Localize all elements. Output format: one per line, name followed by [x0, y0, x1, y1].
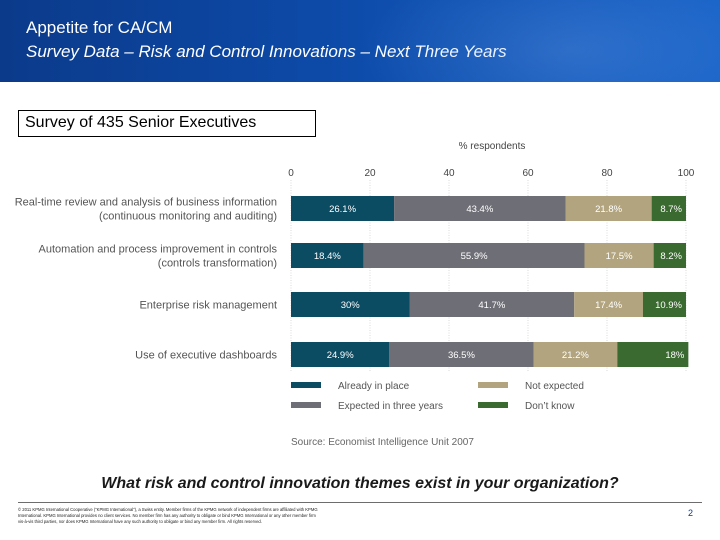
legend-label: Expected in three years — [338, 401, 443, 412]
survey-label-box: Survey of 435 Senior Executives — [18, 110, 316, 137]
x-tick-label: 60 — [522, 168, 534, 179]
legend-swatch — [478, 402, 508, 408]
bar-segment — [394, 196, 566, 221]
bar-data-label: 21.2% — [562, 350, 589, 361]
x-tick-label: 40 — [443, 168, 455, 179]
category-label: Use of executive dashboards — [135, 350, 277, 362]
x-tick-label: 0 — [288, 168, 294, 179]
bar-data-label: 18.4% — [314, 251, 341, 262]
bar-segment — [291, 292, 410, 317]
bar-segment — [642, 292, 686, 317]
chart-source: Source: Economist Intelligence Unit 2007 — [291, 437, 474, 448]
legend-swatch — [291, 402, 321, 408]
bar-segment — [574, 292, 643, 317]
chart-gridlines — [290, 180, 687, 372]
page-number: 2 — [688, 508, 694, 518]
category-label: (continuous monitoring and auditing) — [99, 211, 277, 223]
bar-data-label: 8.2% — [660, 251, 682, 262]
bar-segment — [409, 292, 575, 317]
legend-swatch — [478, 382, 508, 388]
bar-segment — [291, 196, 395, 221]
legend-label: Already in place — [338, 381, 410, 392]
bar-data-label: 18% — [665, 350, 685, 361]
bar-segment — [389, 342, 534, 367]
bar-data-label: 21.8% — [595, 204, 622, 215]
bar-data-label: 24.9% — [327, 350, 354, 361]
bar-segment — [584, 243, 654, 268]
chart-x-ticks: 0 20 40 60 80 100 — [288, 168, 695, 179]
chart-x-axis-label: % respondents — [459, 141, 526, 152]
category-label: Automation and process improvement in co… — [39, 244, 278, 256]
footer-legal-text: © 2011 KPMG International Cooperative (“… — [18, 507, 318, 524]
bar-data-label: 8.7% — [660, 204, 682, 215]
legend-label: Not expected — [525, 381, 584, 392]
bar-data-label: 26.1% — [329, 204, 356, 215]
bar-segment — [653, 243, 686, 268]
legend-swatch — [291, 382, 321, 388]
bar-segment — [291, 243, 364, 268]
bar-data-label: 41.7% — [478, 300, 505, 311]
bar-data-label: 55.9% — [461, 251, 488, 262]
category-label: (controls transformation) — [158, 258, 277, 270]
bar-data-label: 43.4% — [466, 204, 493, 215]
bar-segment — [291, 342, 390, 367]
bar-segment — [651, 196, 686, 221]
category-label: Enterprise risk management — [139, 300, 277, 312]
slide-subtitle: Survey Data – Risk and Control Innovatio… — [26, 42, 507, 61]
bar-segment — [533, 342, 618, 367]
x-tick-label: 20 — [364, 168, 376, 179]
x-tick-label: 80 — [601, 168, 613, 179]
bar-data-label: 10.9% — [655, 300, 682, 311]
chart-legend: Already in place Not expected Expected in … — [291, 381, 584, 412]
stacked-bar-chart: 0 20 40 60 80 100 26.1% 43.4% 21.8% 8.7% 18.4% 55.… — [15, 141, 695, 448]
bar-data-label: 30% — [341, 300, 361, 311]
bar-data-label: 17.5% — [606, 251, 633, 262]
bar-segment — [363, 243, 585, 268]
discussion-question: What risk and control innovation themes … — [101, 475, 619, 492]
bar-data-label: 36.5% — [448, 350, 475, 361]
slide-title: Appetite for CA/CM — [26, 18, 173, 37]
legend-label: Don’t know — [525, 401, 575, 412]
footer-divider — [18, 502, 702, 503]
category-label: Real-time review and analysis of busines… — [15, 197, 277, 209]
bar-data-label: 17.4% — [595, 300, 622, 311]
x-tick-label: 100 — [678, 168, 695, 179]
chart-bars: 26.1% 43.4% 21.8% 8.7% 18.4% 55.9% 17.5% 8.2% 30… — [291, 196, 689, 367]
bar-segment — [617, 342, 689, 367]
chart-category-labels: Real-time review and analysis of busines… — [15, 197, 278, 362]
bar-segment — [565, 196, 652, 221]
header-band: Appetite for CA/CM Survey Data – Risk an… — [0, 0, 720, 82]
